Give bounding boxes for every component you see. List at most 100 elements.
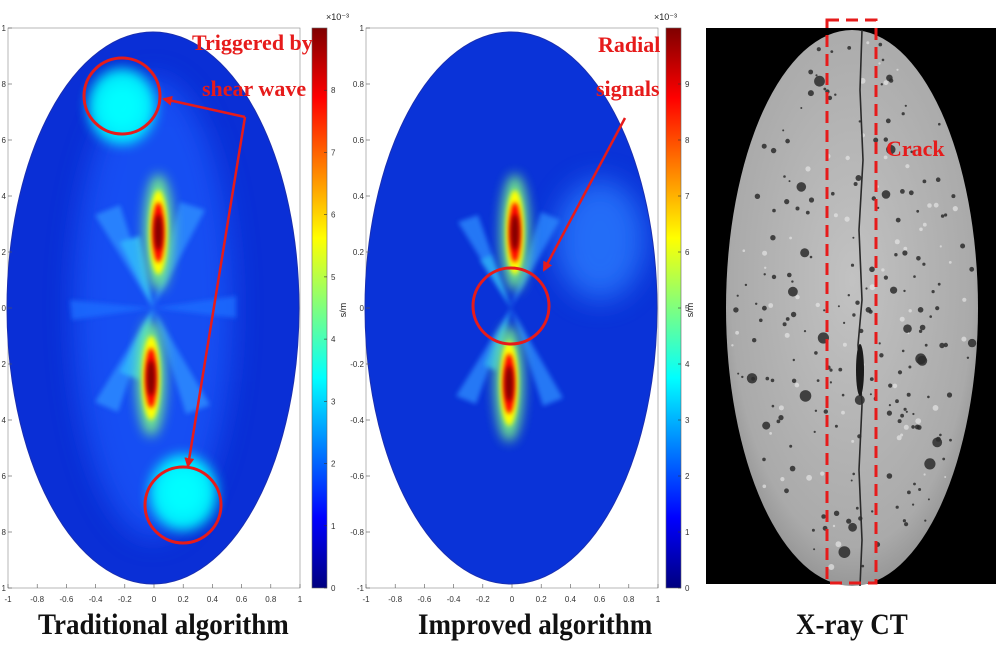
ct-speckle bbox=[783, 175, 786, 178]
ct-speckle bbox=[886, 473, 893, 479]
colorbar-1 bbox=[311, 27, 328, 589]
ct-speckle bbox=[900, 413, 904, 418]
ct-speckle bbox=[733, 307, 739, 313]
ct-speckle bbox=[881, 58, 885, 62]
ct-speckle bbox=[937, 282, 941, 286]
ct-speckle bbox=[877, 206, 880, 209]
ct-speckle bbox=[910, 150, 913, 154]
y-tick-label: 1 bbox=[360, 24, 365, 33]
ct-speckle bbox=[879, 353, 884, 358]
ct-speckle bbox=[888, 383, 893, 388]
ct-speckle bbox=[919, 227, 923, 232]
x-tick-label: -0.4 bbox=[89, 595, 103, 604]
ct-speckle bbox=[791, 280, 794, 283]
ct-speckle bbox=[823, 409, 828, 414]
colorbar-tick-label: 2 bbox=[331, 460, 336, 469]
y-tick-label: -0.8 bbox=[350, 528, 364, 537]
ct-speckle bbox=[886, 74, 893, 82]
y-tick-label: 0.2 bbox=[353, 248, 365, 257]
ct-speckle bbox=[899, 316, 905, 322]
ct-speckle bbox=[951, 194, 956, 199]
ct-speckle bbox=[813, 548, 816, 551]
ct-speckle bbox=[780, 477, 785, 482]
disk-outline-1 bbox=[6, 31, 300, 585]
ct-speckle bbox=[736, 294, 739, 297]
ct-speckle bbox=[827, 95, 833, 101]
ct-speckle bbox=[816, 379, 820, 382]
ct-speckle bbox=[888, 404, 892, 407]
ct-speckle bbox=[861, 564, 865, 568]
ct-speckle bbox=[795, 294, 800, 300]
hotspot bbox=[137, 320, 166, 436]
ct-speckle bbox=[815, 74, 818, 77]
x-axis-1: -1 -0.8 -0.6 -0.4 -0.2 0 0.2 0.4 0.6 0.8 1 bbox=[4, 584, 303, 604]
ct-speckle bbox=[960, 243, 966, 249]
ct-speckle bbox=[752, 338, 757, 343]
ct-speckle bbox=[846, 518, 852, 524]
ct-speckle bbox=[737, 372, 740, 375]
ct-speckle bbox=[871, 510, 874, 513]
ct-speckle bbox=[962, 297, 967, 302]
ct-speckle bbox=[901, 112, 905, 116]
ct-speckle bbox=[742, 249, 746, 252]
caption-traditional: Traditional algorithm bbox=[38, 608, 289, 641]
ct-speckle bbox=[852, 236, 855, 239]
ct-speckle bbox=[811, 528, 815, 532]
heatmap-disk-1 bbox=[7, 32, 299, 584]
ct-speckle bbox=[782, 322, 787, 327]
ct-speckle bbox=[924, 458, 936, 470]
ct-speckle bbox=[754, 193, 761, 199]
ct-speckle bbox=[903, 407, 907, 411]
ct-speckle bbox=[784, 488, 789, 494]
ct-speckle bbox=[842, 342, 847, 347]
ct-speckle bbox=[788, 286, 798, 297]
ct-speckle bbox=[800, 107, 803, 109]
x-tick-label: 0.8 bbox=[265, 595, 277, 604]
y-axis-2: 1 0.8 0.6 0.4 0.2 0 -0.2 -0.4 -0.6 -0.8 -1 bbox=[350, 24, 370, 593]
y-tick-label: -1 bbox=[357, 584, 365, 593]
ct-speckle bbox=[895, 399, 899, 404]
ct-speckle bbox=[949, 438, 952, 442]
colorbar-unit-2: s/m bbox=[685, 303, 695, 318]
ct-speckle bbox=[829, 368, 833, 372]
heatmap-disk-2 bbox=[365, 32, 657, 584]
ct-speckle bbox=[916, 255, 921, 261]
ct-speckle bbox=[841, 410, 845, 415]
ct-speckle bbox=[927, 203, 932, 208]
ct-speckle bbox=[834, 424, 838, 428]
colorbar-tick-label: 5 bbox=[685, 304, 690, 313]
ct-speckle bbox=[785, 138, 790, 144]
x-tick-label: 0.8 bbox=[623, 595, 635, 604]
x-tick-label: -0.2 bbox=[476, 595, 490, 604]
ct-speckle bbox=[915, 353, 927, 365]
ct-speckle bbox=[907, 490, 911, 495]
x-tick-label: 0.2 bbox=[536, 595, 548, 604]
ct-speckle bbox=[918, 329, 923, 333]
y-tick-label: 2 bbox=[2, 248, 7, 257]
ct-speckle bbox=[929, 315, 932, 318]
y-tick-label: 4 bbox=[2, 416, 7, 425]
ct-speckle bbox=[788, 180, 791, 183]
ct-speckle bbox=[848, 522, 857, 532]
ct-speckle bbox=[866, 41, 870, 45]
ct-speckles bbox=[731, 41, 977, 570]
ct-speckle bbox=[908, 190, 914, 196]
colorbar-tick-label: 5 bbox=[331, 273, 336, 282]
x-tick-label: 0.4 bbox=[565, 595, 577, 604]
ct-speckle bbox=[764, 266, 767, 269]
x-tick-label: -0.6 bbox=[418, 595, 432, 604]
annotation-radial-line2: signals bbox=[596, 76, 660, 101]
ct-speckle bbox=[813, 430, 816, 433]
ct-speckle bbox=[933, 202, 939, 208]
colorbar-ticks-2: 9 8 7 6 5 4 3 2 1 0 bbox=[678, 80, 690, 593]
ct-speckle bbox=[961, 336, 967, 342]
panel-improved: -1 -0.8 -0.6 -0.4 -0.2 0 0.2 0.4 0.6 0.8 1 1 0.8 0.6… bbox=[350, 12, 695, 604]
ct-speckle bbox=[805, 210, 810, 215]
ct-speckle bbox=[894, 239, 900, 245]
y-tick-label: 0 bbox=[360, 304, 365, 313]
ct-speckle bbox=[878, 42, 883, 47]
ct-speckle bbox=[852, 313, 856, 317]
ct-speckle bbox=[796, 182, 807, 192]
panel-xray-ct: Crack bbox=[706, 18, 996, 587]
